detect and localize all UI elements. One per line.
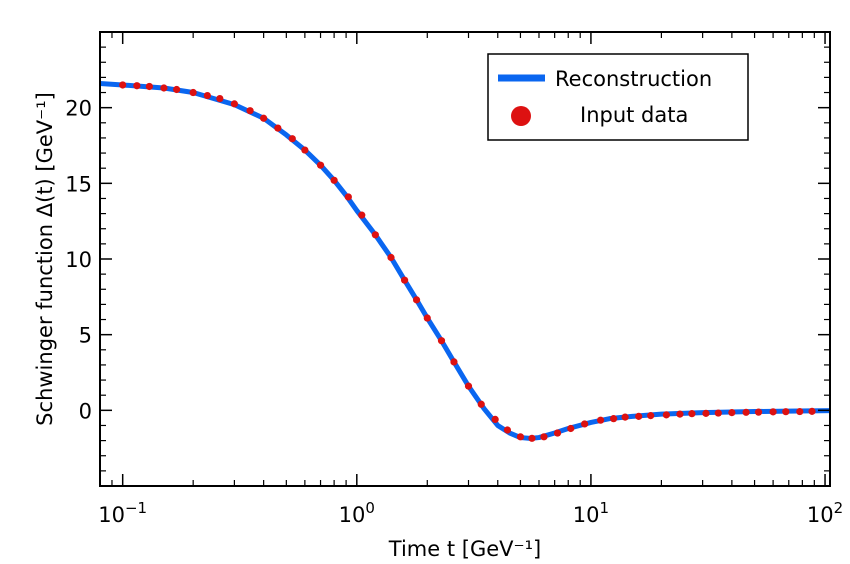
data-point [450, 358, 458, 366]
data-point [173, 85, 181, 94]
data-point [796, 407, 804, 416]
legend: Reconstruction Input data [487, 53, 749, 141]
data-point [662, 411, 670, 419]
x-tick-label: 102 [807, 499, 843, 527]
data-point [330, 176, 338, 184]
x-tick-label: 100 [339, 499, 375, 527]
data-point [260, 114, 268, 122]
legend-box [487, 53, 749, 141]
data-point [635, 412, 643, 420]
data-point [387, 253, 395, 262]
data-point [216, 94, 224, 103]
data-point [230, 100, 238, 108]
data-point [288, 135, 296, 143]
data-point [477, 400, 485, 408]
data-point [301, 146, 309, 154]
data-point [714, 409, 722, 417]
y-tick-label: 15 [65, 172, 92, 196]
data-point [754, 408, 763, 416]
data-point [610, 415, 618, 423]
data-point [597, 416, 605, 424]
data-point [400, 276, 409, 284]
data-point [553, 429, 562, 437]
x-axis-label: Time t [GeV⁻¹] [388, 537, 541, 561]
data-point [647, 412, 655, 420]
data-point [412, 296, 421, 304]
data-point [742, 408, 750, 416]
data-point [437, 337, 446, 345]
legend-input-data-label: Input data [580, 103, 688, 127]
data-point [316, 161, 325, 169]
data-point [528, 434, 536, 442]
data-point [808, 407, 816, 415]
data-point [274, 124, 282, 132]
x-tick-label: 10−1 [98, 499, 147, 527]
data-point [145, 82, 153, 91]
y-axis-label: Schwinger function Δ(t) [GeV⁻¹] [33, 92, 57, 426]
y-tick-label: 20 [65, 97, 92, 121]
data-point [203, 91, 211, 100]
data-point [769, 408, 777, 416]
data-point [688, 410, 696, 418]
data-point [371, 231, 379, 239]
data-point [464, 382, 473, 390]
data-point [676, 410, 684, 418]
data-point [516, 433, 525, 441]
data-point [119, 81, 127, 89]
data-point [567, 424, 575, 433]
data-point [344, 193, 352, 201]
data-point [503, 426, 512, 434]
y-tick-label: 0 [79, 399, 92, 423]
data-point [358, 211, 366, 219]
data-point [189, 88, 197, 97]
data-point [581, 420, 589, 428]
x-tick-label: 101 [573, 499, 609, 527]
y-tick-label: 10 [65, 248, 92, 272]
series-layer [100, 80, 830, 442]
data-point [728, 409, 736, 417]
legend-reconstruction-label: Reconstruction [555, 67, 712, 91]
y-tick-label: 5 [79, 324, 92, 348]
data-point [491, 415, 499, 424]
data-point [540, 433, 548, 441]
legend-input-data-swatch [511, 106, 531, 126]
data-point [621, 413, 629, 421]
data-point [782, 408, 790, 416]
data-point [246, 107, 254, 115]
data-point [160, 84, 168, 92]
plot-frame [99, 31, 831, 487]
data-point [702, 409, 710, 417]
data-point [133, 82, 141, 90]
data-point [423, 314, 431, 322]
